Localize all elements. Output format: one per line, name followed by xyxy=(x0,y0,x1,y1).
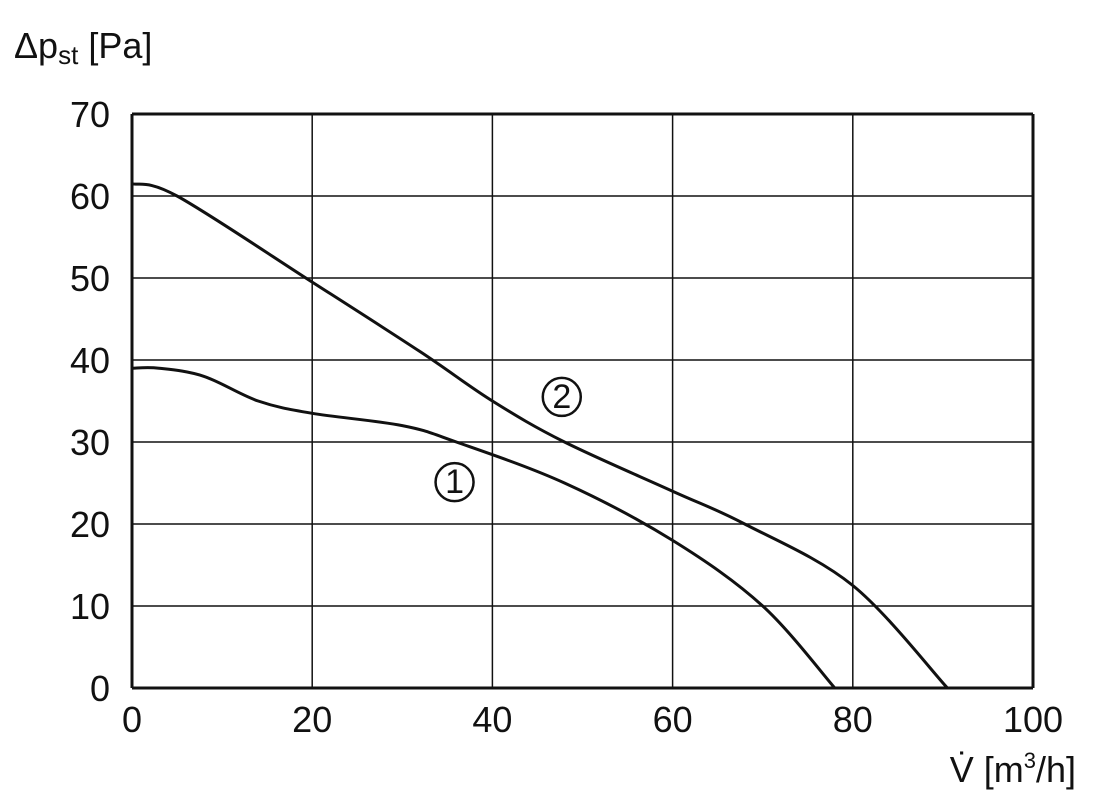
y-tick-label: 20 xyxy=(70,504,110,545)
curve-label-2: 2 xyxy=(552,378,571,416)
curves: 12 xyxy=(131,182,949,690)
y-tick-label: 50 xyxy=(70,258,110,299)
x-tick-label: 100 xyxy=(1003,699,1063,740)
curve-2 xyxy=(131,182,949,690)
curve-1 xyxy=(131,366,836,689)
curve-label-1: 1 xyxy=(445,463,464,501)
y-tick-label: 0 xyxy=(90,668,110,709)
x-tick-label: 40 xyxy=(472,699,512,740)
y-tick-label: 60 xyxy=(70,176,110,217)
x-tick-label: 60 xyxy=(653,699,693,740)
x-tick-label: 0 xyxy=(122,699,142,740)
y-tick-label: 30 xyxy=(70,422,110,463)
curve-label-circle xyxy=(541,376,583,418)
tick-labels: 0 20 40 60 80 100 0 10 20 30 40 50 60 70 xyxy=(70,94,1063,740)
y-axis-label: Δpst [Pa] xyxy=(14,25,152,70)
curve-label-circle xyxy=(434,461,475,503)
x-axis-label: V̇ [m3/h] xyxy=(950,748,1076,790)
x-tick-label: 20 xyxy=(292,699,332,740)
x-tick-label: 80 xyxy=(833,699,873,740)
y-tick-label: 70 xyxy=(70,94,110,135)
grid xyxy=(130,112,1035,690)
y-tick-label: 40 xyxy=(70,340,110,381)
y-tick-label: 10 xyxy=(70,586,110,627)
